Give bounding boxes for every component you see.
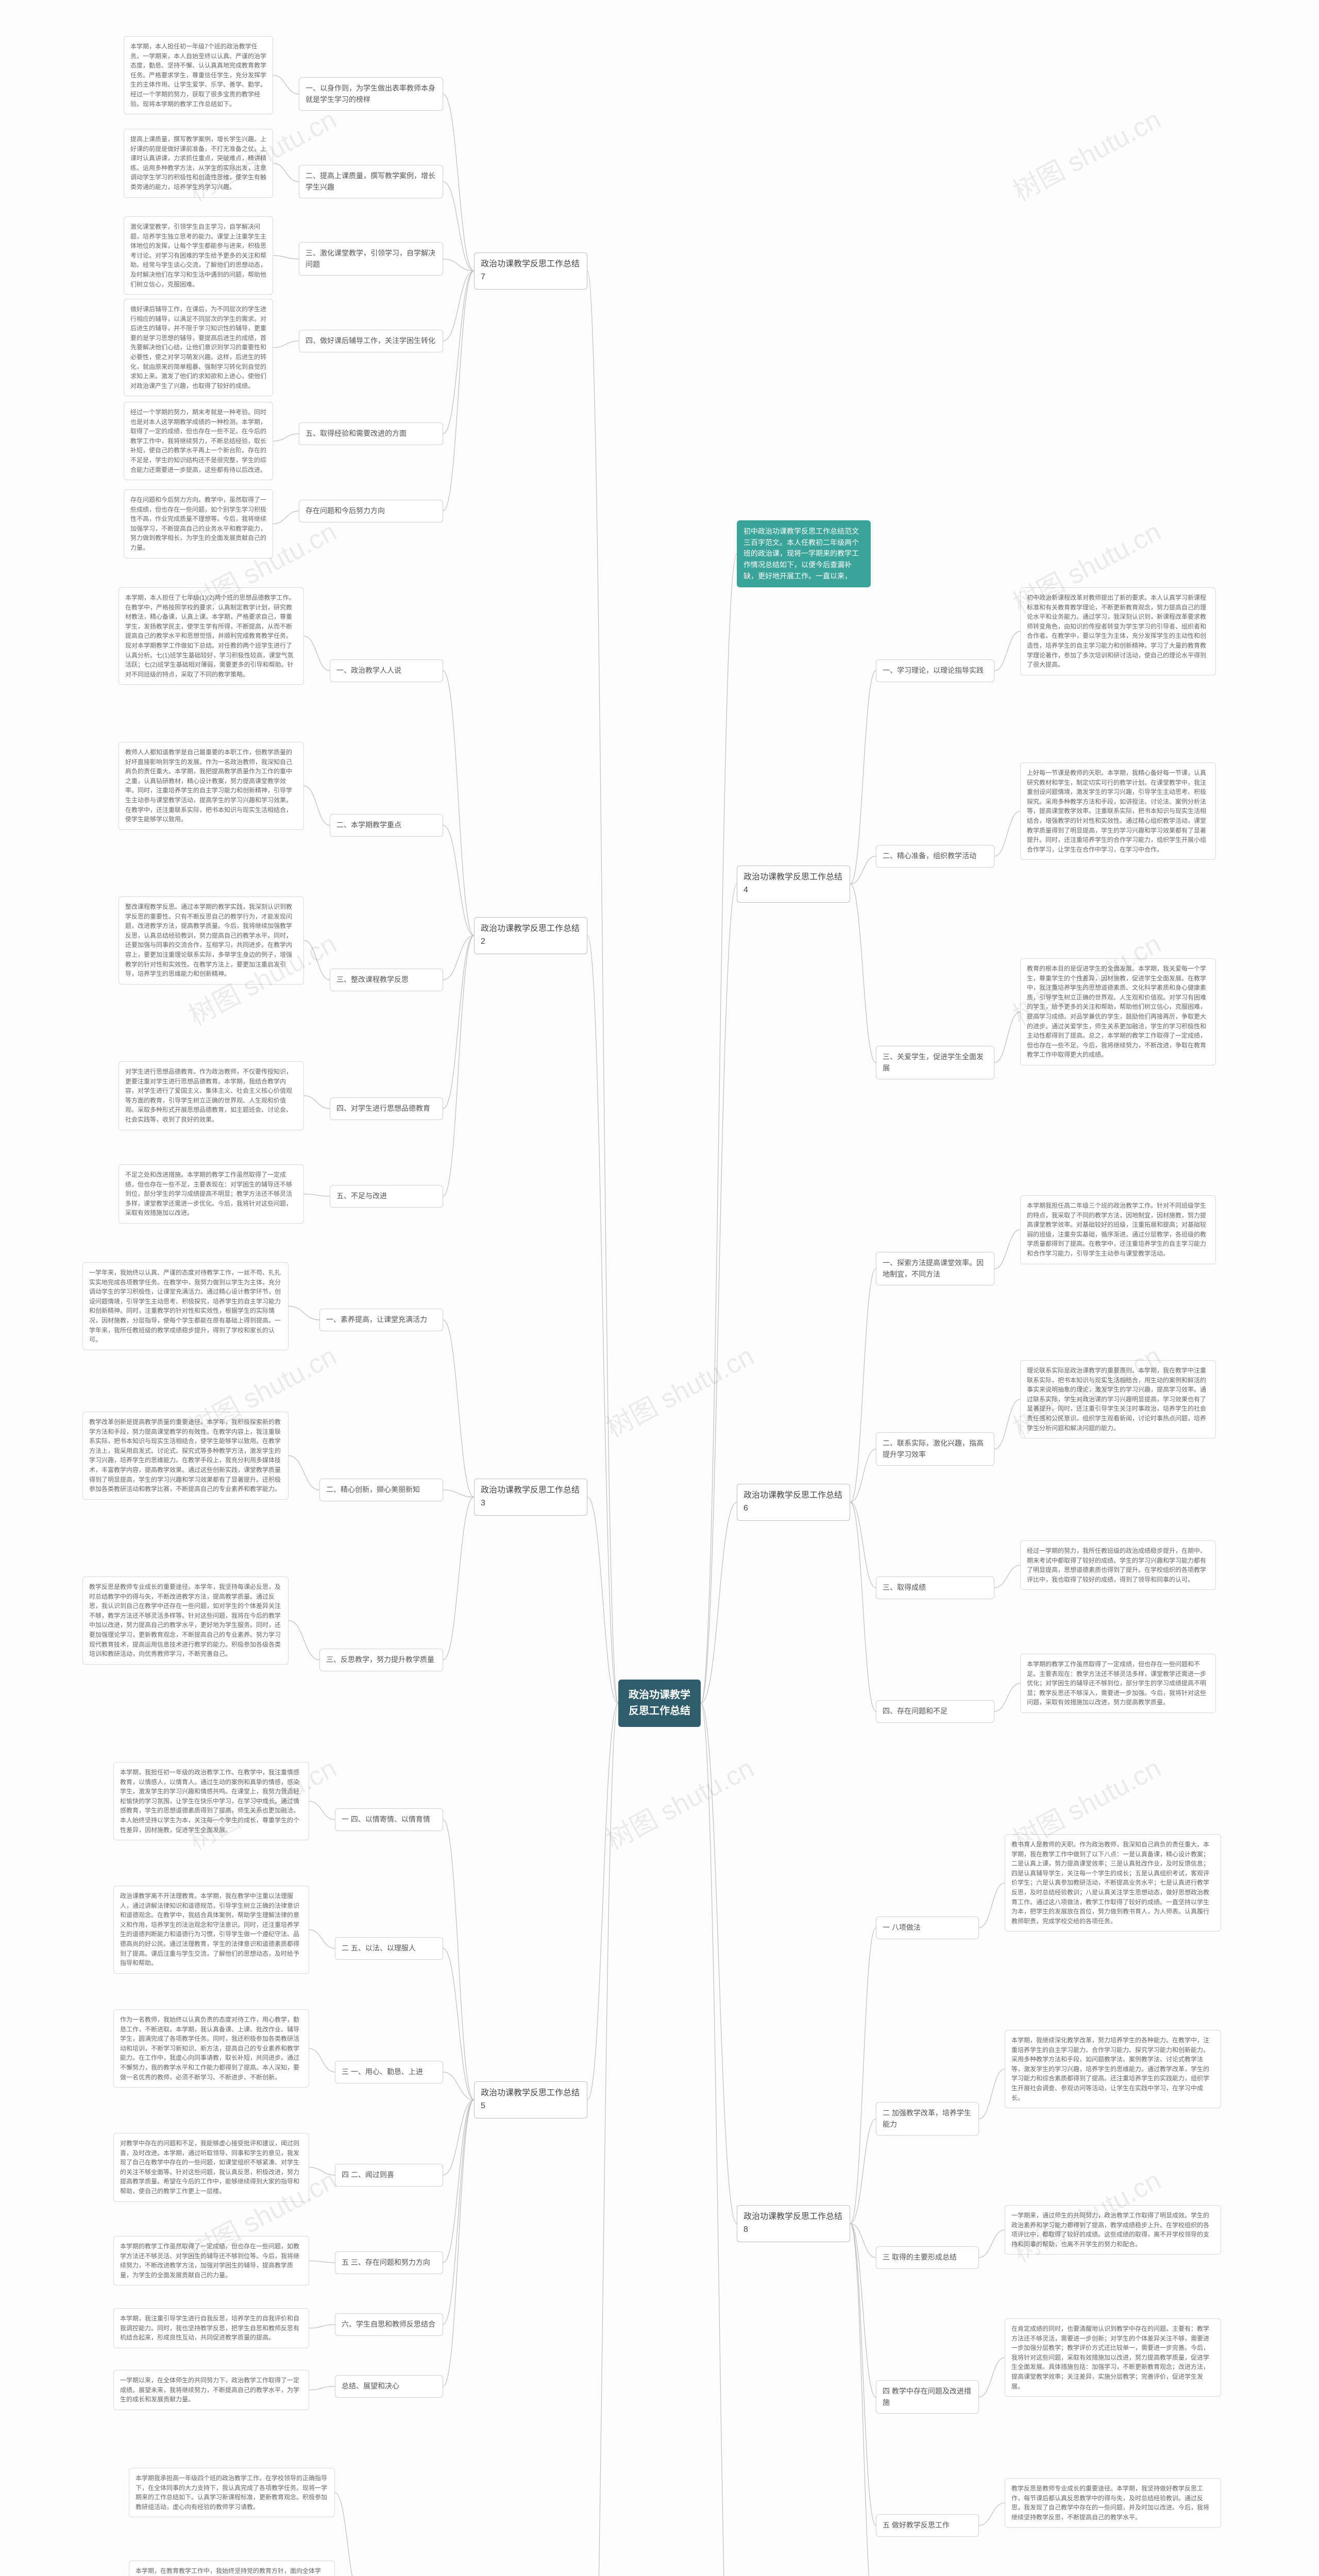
leaf-l1-3: 对学生进行思想品德教育。作为政治教师，不仅要传授知识，更要注重对学生进行思想品德… [119,1061,304,1130]
sub-l0-3: 四、做好课后辅导工作，关注学困生转化 [299,330,443,352]
sub-l3-5: 六、学生自思和教师反思结合 [335,2313,443,2336]
leaf-l2-0: 一学年来，我始终以认真、严谨的态度对待教学工作，一丝不苟、扎扎实实地完成各项教学… [82,1262,289,1350]
leaf-l1-2: 整改课程教学反思。通过本学期的教学实践，我深刻认识到教学反思的重要性。只有不断反… [119,896,304,985]
sub-r3-0: 一 八项做法 [876,1917,979,1939]
sub-l3-2: 三 一、用心、勤恳、上进 [335,2061,443,2083]
leaf-l4-0-0: 本学期我承担高一年级四个班的政治教学工作。在学校领导的正确指导下，在全体同事的大… [129,2468,335,2517]
section-right-3: 政治功课教学反思工作总结8 [737,2205,850,2242]
leaf-l3-6: 一学期以来，在全体师生的共同努力下，政治教学工作取得了一定成绩。展望未来，我将继… [113,2370,309,2410]
sub-r1-1: 二、精心准备，组织教学活动 [876,845,994,868]
leaf-l0-5: 存在问题和今后努力方向。教学中，虽然取得了一些成绩，但也存在一些问题，如个别学生… [124,489,273,558]
leaf-r2-3: 本学期的教学工作虽然取得了一定成绩，但也存在一些问题和不足。主要表现在：教学方法… [1020,1654,1216,1713]
sub-r2-0: 一、探索方法提高课堂效率。因地制宜，不同方法 [876,1252,994,1285]
leaf-r1-2: 教育的根本目的是促进学生的全面发展。本学期，我关爱每一个学生，尊重学生的个性差异… [1020,958,1216,1065]
section-left-2: 政治功课教学反思工作总结3 [474,1479,587,1516]
sub-r3-3: 四 教学中存在问题及改进措施 [876,2380,979,2414]
sub-r1-2: 三、关爱学生，促进学生全面发展 [876,1046,994,1079]
sub-l2-0: 一、素养提高，让课堂充满活力 [319,1309,443,1331]
leaf-l1-0: 本学期，本人担任了七年级(1)(2)两个班的思想品德教学工作。在教学中，严格按照… [119,587,304,685]
leaf-l2-1: 教学改革创新是提高教学质量的重要途径。本学年，我积极探索新的教学方法和手段，努力… [82,1412,289,1500]
leaf-r3-0: 教书育人是教师的天职。作为政治教师，我深知自己肩负的责任重大。本学期，我在教学工… [1005,1834,1221,1931]
leaf-l1-1: 教师人人都知道教学是自己最重要的本职工作，但教学质量的好坏直接影响到学生的发展。… [119,742,304,830]
leaf-r1-1: 上好每一节课是教师的天职。本学期，我精心备好每一节课，认真研究教材和学生，制定切… [1020,762,1216,860]
sub-r2-1: 二、联系实际，激化兴趣，指高提升学习效率 [876,1432,994,1466]
sub-l1-4: 五、不足与改进 [330,1185,443,1208]
leaf-l0-1: 提高上课质量，撰写教学案例，增长学生兴趣。上好课的前提是做好课前准备，不打无准备… [124,129,273,198]
sub-r1-0: 一、学习理论，以理论指导实践 [876,659,994,682]
sub-l1-0: 一、政治教学人人说 [330,659,443,682]
sub-l0-5: 存在问题和今后努力方向 [299,500,443,522]
sub-r2-2: 三、取得成绩 [876,1577,994,1599]
leaf-l0-3: 做好课后辅导工作，在课后，为不同层次的学生进行相应的辅导，以满足不同层次的学生的… [124,299,273,396]
sub-r3-4: 五 做好教学反思工作 [876,2514,979,2537]
leaf-l0-4: 经过一个学期的努力，期末考就是一种考验。同时也是对本人这学期教学成绩的一种检测。… [124,402,273,480]
sub-l3-4: 五 三、存在问题和努力方向 [335,2251,443,2274]
leaf-l3-3: 对教学中存在的问题和不足，我能够虚心接受批评和建议，闻过则喜，及时改进。本学期，… [113,2133,309,2202]
sub-l1-3: 四、对学生进行思想品德教育 [330,1097,443,1120]
section-right-2: 政治功课教学反思工作总结6 [737,1484,850,1521]
leaf-l3-0: 本学期，我担任初一年级的政治教学工作。在教学中，我注重情感教育，以情感人，以情育… [113,1762,309,1840]
section-left-3: 政治功课教学反思工作总结5 [474,2081,587,2119]
sub-l0-2: 三、激化课堂教学，引领学习，自学解决问题 [299,242,443,276]
leaf-l3-2: 作为一名教师，我始终以认真负责的态度对待工作，用心教学，勤恳工作，不断进取。本学… [113,2009,309,2088]
sub-r3-2: 三 取得的主要形成总结 [876,2246,979,2269]
leaf-l3-5: 本学期，我注重引导学生进行自我反思，培养学生的自我评价和自我调控能力。同时，我也… [113,2308,309,2348]
sub-l0-0: 一、以身作则，为学生做出表率教师本身就是学生学习的榜样 [299,77,443,111]
leaf-r1-0: 初中政治新课程改革对教师提出了新的要求。本人认真学习新课程标准和有关教育教学理论… [1020,587,1216,675]
sub-l2-1: 二、精心创新，撷心美丽新知 [319,1479,443,1501]
section-left-0: 政治功课教学反思工作总结7 [474,252,587,290]
sub-l1-1: 二、本学期教学重点 [330,814,443,837]
section-left-1: 政治功课教学反思工作总结2 [474,917,587,954]
leaf-r2-1: 理论联系实际是政治课教学的重要原则。本学期，我在教学中注重联系实际，把书本知识与… [1020,1360,1216,1438]
leaf-r3-1: 本学期，我继续深化教学改革，努力培养学生的各种能力。在教学中，注重培养学生的自主… [1005,2030,1221,2108]
sub-l0-4: 五、取得经验和需要改进的方面 [299,422,443,445]
leaf-l3-1: 政治课教学离不开法理教育。本学期，我在教学中注重以法理服人，通过讲解法律知识和道… [113,1886,309,1974]
leaf-l0-2: 激化课堂教学，引领学生自主学习，自学解决问题，培养学生独立思考的能力。课堂上注重… [124,216,273,295]
sub-r2-3: 四、存在问题和不足 [876,1700,994,1723]
section-right-1: 政治功课教学反思工作总结4 [737,866,850,903]
leaf-l3-4: 本学期的教学工作虽然取得了一定成绩，但也存在一些问题，如教学方法还不够灵活、对学… [113,2236,309,2285]
leaf-r3-4: 教学反思是教师专业成长的重要途径。本学期，我坚持做好教学反思工作，每节课后都认真… [1005,2478,1221,2528]
sub-l3-3: 四 二、闻过则喜 [335,2164,443,2187]
sub-l3-6: 总结、展望和决心 [335,2375,443,2398]
highlight-note: 初中政治功课教学反思工作总结范文三百字范文。本人任教初二年级两个班的政治课，现将… [737,520,871,587]
root-node: 政治功课教学反思工作总结 [618,1680,701,1727]
sub-l3-1: 二 五、以法、以理服人 [335,1937,443,1960]
leaf-r2-0: 本学期我担任高二年级三个班的政治教学工作。针对不同班级学生的特点，我采取了不同的… [1020,1195,1216,1264]
leaf-l2-2: 教学反思是教师专业成长的重要途径。本学年，我坚持每课必反思，及时总结教学中的得与… [82,1577,289,1665]
sub-r3-1: 二 加强教学改革，培养学生能力 [876,2102,979,2136]
leaf-r3-2: 一学期来，通过师生的共同努力，政治教学工作取得了明显成效。学生的政治素养和学习能… [1005,2205,1221,2255]
leaf-l4-0-1: 本学期，在教育教学工作中，我始终坚持党的教育方针，面向全体学生，教书育人，为人师… [129,2561,335,2576]
sub-l2-2: 三、反思教学，努力提升教学质量 [319,1649,443,1671]
leaf-l0-0: 本学期，本人担任初一年级7个班的政治教学任务。一学期来，本人自始至终以认真、严谨… [124,36,273,114]
sub-l3-0: 一 四、以情寄情、以情育情 [335,1808,443,1831]
sub-l1-2: 三、整改课程教学反思 [330,969,443,991]
leaf-r3-3: 在肯定成绩的同时，也要清醒地认识到教学中存在的问题。主要有：教学方法还不够灵活，… [1005,2318,1221,2397]
leaf-r2-2: 经过一学期的努力，我所任教班级的政治成绩稳步提升，在期中、期末考试中都取得了较好… [1020,1540,1216,1590]
sub-l0-1: 二、提高上课质量，撰写教学案例，增长学生兴趣 [299,165,443,198]
leaf-l1-4: 不足之处和改进措施。本学期的教学工作虽然取得了一定成绩，但也存在一些不足，主要表… [119,1164,304,1224]
